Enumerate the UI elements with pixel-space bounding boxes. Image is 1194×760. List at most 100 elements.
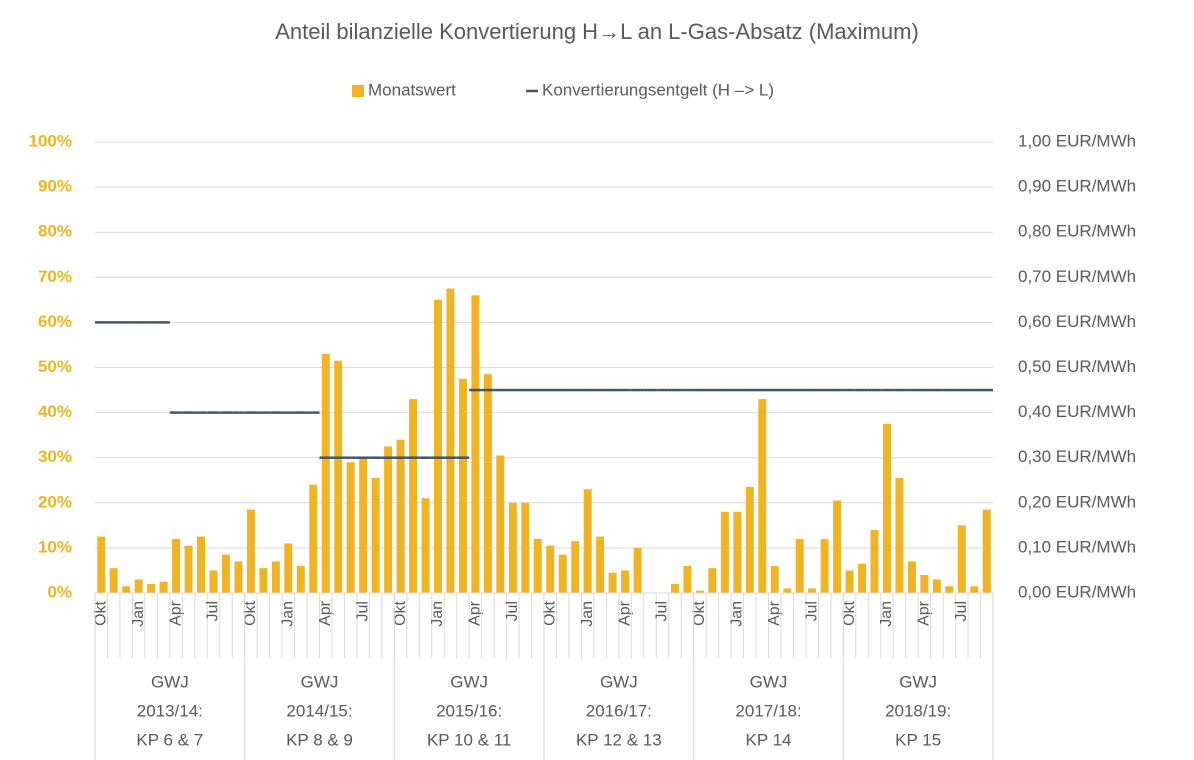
- bar: [795, 538, 804, 593]
- bar: [920, 574, 929, 593]
- bar: [97, 536, 106, 593]
- bar: [409, 399, 418, 593]
- bar: [496, 455, 505, 593]
- group-label: KP 14: [745, 730, 791, 749]
- y2-tick-label: 0,20 EUR/MWh: [1018, 492, 1136, 511]
- y-tick-label: 10%: [38, 537, 72, 556]
- group-label: KP 10 & 11: [427, 730, 511, 749]
- x-tick-label: Jul: [504, 601, 521, 621]
- y-tick-label: 30%: [38, 447, 72, 466]
- bar: [246, 509, 255, 593]
- bar: [396, 439, 405, 593]
- x-tick-label: Apr: [167, 600, 184, 626]
- x-tick-label: Apr: [766, 600, 783, 626]
- bar: [808, 588, 817, 593]
- bar: [234, 561, 243, 593]
- bar: [546, 545, 555, 593]
- bar: [321, 353, 330, 593]
- bar: [758, 399, 767, 593]
- bar: [558, 554, 567, 593]
- y2-tick-label: 0,00 EUR/MWh: [1018, 582, 1136, 601]
- x-tick-label: Jan: [579, 601, 596, 627]
- group-label: 2018/19:: [885, 701, 951, 720]
- bar: [957, 525, 966, 593]
- group-label: GWJ: [750, 672, 788, 691]
- bar: [271, 561, 280, 593]
- bar: [770, 565, 779, 593]
- bar: [371, 477, 380, 593]
- x-tick-label: Jul: [205, 601, 222, 621]
- bar: [720, 511, 729, 593]
- bar: [670, 583, 679, 593]
- y-tick-label: 70%: [38, 267, 72, 286]
- bar: [683, 565, 692, 593]
- y2-tick-label: 0,50 EUR/MWh: [1018, 357, 1136, 376]
- x-tick-label: Jan: [130, 601, 147, 627]
- x-tick-label: Okt: [242, 600, 259, 625]
- y2-tick-label: 0,30 EUR/MWh: [1018, 447, 1136, 466]
- group-label: GWJ: [151, 672, 189, 691]
- y2-tick-label: 0,40 EUR/MWh: [1018, 402, 1136, 421]
- bar: [197, 536, 206, 593]
- bar: [109, 568, 118, 593]
- bar: [695, 590, 704, 593]
- y-tick-label: 40%: [38, 402, 72, 421]
- x-tick-label: Jul: [803, 601, 820, 621]
- group-label: 2015/16:: [436, 701, 502, 720]
- bar: [309, 484, 318, 593]
- bar: [945, 586, 954, 593]
- bar: [708, 568, 717, 593]
- chart-title: Anteil bilanzielle Konvertierung H→L an …: [275, 19, 919, 44]
- y2-tick-label: 0,60 EUR/MWh: [1018, 312, 1136, 331]
- y2-tick-label: 0,10 EUR/MWh: [1018, 537, 1136, 556]
- y-tick-label: 20%: [38, 492, 72, 511]
- bar: [259, 568, 268, 593]
- y-tick-label: 0%: [47, 582, 72, 601]
- x-tick-label: Apr: [916, 600, 933, 626]
- group-label: GWJ: [600, 672, 638, 691]
- bar: [296, 565, 305, 593]
- x-tick-label: Jan: [729, 601, 746, 627]
- x-tick-label: Okt: [392, 600, 409, 625]
- y2-tick-label: 0,90 EUR/MWh: [1018, 177, 1136, 196]
- x-tick-label: Okt: [92, 600, 109, 625]
- bar: [458, 378, 467, 593]
- y-tick-label: 80%: [38, 222, 72, 241]
- bar: [820, 538, 829, 593]
- bar: [845, 570, 854, 593]
- bar: [583, 489, 592, 593]
- bar: [359, 457, 368, 593]
- y2-tick-label: 0,70 EUR/MWh: [1018, 267, 1136, 286]
- bar: [932, 579, 941, 593]
- group-label: GWJ: [899, 672, 937, 691]
- group-label: 2017/18:: [735, 701, 801, 720]
- bar: [384, 446, 393, 593]
- bar: [571, 541, 580, 593]
- group-label: KP 8 & 9: [286, 730, 353, 749]
- bar: [633, 547, 642, 593]
- group-label: 2016/17:: [586, 701, 652, 720]
- x-tick-label: Jan: [429, 601, 446, 627]
- bar: [970, 586, 979, 593]
- bar: [284, 543, 293, 593]
- bar: [882, 423, 891, 593]
- group-label: KP 12 & 13: [576, 730, 662, 749]
- bar: [895, 477, 904, 593]
- bar: [508, 502, 517, 593]
- bar: [733, 511, 742, 593]
- y2-tick-label: 1,00 EUR/MWh: [1018, 131, 1136, 150]
- x-tick-label: Okt: [841, 600, 858, 625]
- y-tick-label: 50%: [38, 357, 72, 376]
- bar: [833, 500, 842, 593]
- x-tick-label: Jul: [654, 601, 671, 621]
- x-tick-label: Apr: [467, 600, 484, 626]
- group-label: KP 15: [895, 730, 941, 749]
- bar: [870, 529, 879, 593]
- x-tick-label: Jan: [878, 601, 895, 627]
- y-tick-label: 100%: [29, 131, 72, 150]
- bar: [621, 570, 630, 593]
- legend-swatch: [352, 85, 364, 97]
- y-tick-label: 90%: [38, 177, 72, 196]
- bar: [446, 288, 455, 593]
